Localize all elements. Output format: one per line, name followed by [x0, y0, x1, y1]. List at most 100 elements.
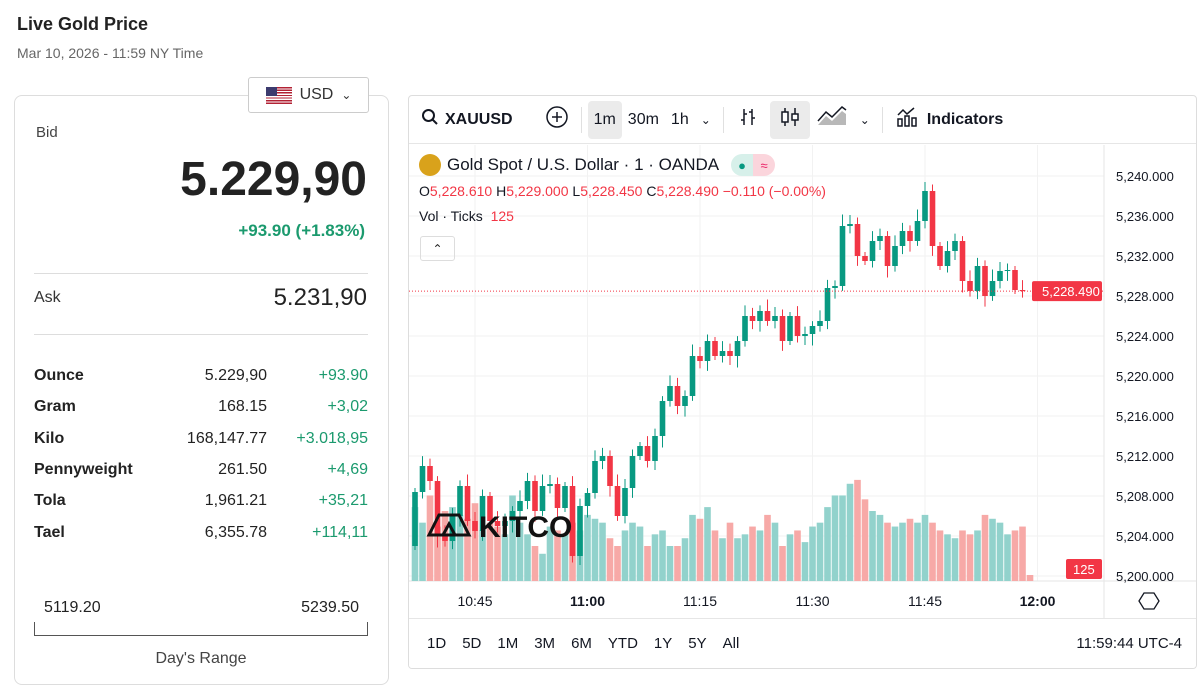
candles-icon	[776, 105, 804, 134]
volume-bar	[921, 514, 929, 581]
candle-body	[854, 224, 861, 256]
bar-chart-type-button[interactable]	[730, 101, 766, 139]
ask-price: 5.231,90	[273, 284, 367, 311]
price-chart[interactable]: KITCO 5,240.000 5,236.000 5,232.000 5,228.00…	[409, 145, 1197, 620]
unit-name: Kilo	[34, 429, 65, 447]
range-ytd[interactable]: YTD	[607, 635, 638, 652]
volume-bar	[501, 534, 509, 581]
symbol-search[interactable]: XAUUSD	[415, 101, 519, 139]
volume-bar	[786, 534, 794, 581]
volume-bar	[944, 534, 951, 581]
compare-button[interactable]	[539, 101, 575, 139]
volume-label: Vol · Ticks	[419, 208, 483, 224]
interval-dropdown[interactable]: ⌄	[695, 101, 717, 139]
interval-1m[interactable]: 1m	[587, 100, 622, 139]
candle-body	[719, 351, 726, 356]
volume-bar	[554, 530, 561, 581]
volume-bar	[1011, 530, 1019, 581]
unit-row-pennyweight: Pennyweight 261.50 +4,69	[34, 461, 368, 485]
ohlc-values: O5,228.610 H5,229.000 L5,228.450 C5,228.…	[419, 183, 826, 199]
candle-body	[862, 256, 868, 261]
plus-circle-icon	[545, 105, 569, 134]
range-high: 5239.50	[301, 599, 359, 616]
volume-bar	[584, 514, 591, 581]
range-1y[interactable]: 1Y	[653, 635, 673, 652]
volume-bar	[809, 526, 816, 581]
indicators-button[interactable]: Indicators	[889, 101, 1009, 139]
volume-bar	[726, 522, 734, 581]
volume-bar	[831, 495, 839, 581]
range-6m[interactable]: 6M	[571, 635, 592, 652]
unit-price: 168.15	[218, 398, 267, 416]
volume-bar	[494, 526, 501, 581]
range-1m[interactable]: 1M	[497, 635, 519, 652]
close-value: 5,228.490	[656, 183, 719, 199]
x-tick-label: 10:45	[457, 593, 492, 609]
bid-change: +93.90 (+1.83%)	[238, 221, 365, 240]
candle-body	[592, 461, 598, 493]
range-3m[interactable]: 3M	[534, 635, 556, 652]
candle-body	[674, 386, 681, 406]
close-label: C	[646, 183, 657, 199]
bars-icon	[736, 105, 760, 134]
volume-bar	[531, 546, 539, 581]
chart-type-dropdown[interactable]: ⌄	[854, 101, 876, 139]
settings-gear-icon[interactable]	[1138, 592, 1160, 610]
chart-widget: XAUUSD 1m 30m 1h ⌄ ⌄ Indicators KITCO 5,2…	[408, 95, 1197, 669]
market-status[interactable]: ● ≈	[731, 154, 776, 176]
unit-name: Gram	[34, 398, 76, 416]
unit-price: 5.229,90	[204, 367, 267, 384]
unit-row-kilo: Kilo 168,147.77 +3.018,95	[34, 430, 368, 454]
candle-body	[779, 316, 786, 341]
interval-1h[interactable]: 1h	[670, 110, 689, 128]
volume-bar	[591, 518, 599, 581]
candle-body	[734, 341, 741, 356]
candles-chart-type-button[interactable]	[769, 100, 810, 139]
area-chart-type-button[interactable]	[810, 101, 854, 139]
interval-30m[interactable]: 30m	[627, 110, 659, 128]
range-all[interactable]: All	[722, 635, 740, 652]
range-1d[interactable]: 1D	[427, 635, 447, 652]
collapse-legend-button[interactable]: ⌃	[420, 236, 455, 261]
y-tick-label: 5,204.000	[1116, 529, 1174, 544]
candle-body	[599, 456, 606, 461]
candle-body	[832, 286, 838, 288]
volume-bar	[959, 530, 966, 581]
indicators-icon	[895, 105, 919, 134]
candle-body	[772, 316, 778, 321]
candle-body	[539, 486, 546, 511]
candle-body	[517, 501, 523, 511]
unit-change: +3.018,95	[296, 429, 368, 447]
volume-bar	[689, 514, 696, 581]
y-tick-label: 5,200.000	[1116, 569, 1174, 584]
candle-body	[509, 511, 516, 521]
range-5d[interactable]: 5D	[462, 635, 482, 652]
volume-bar	[861, 499, 869, 581]
x-tick-label: 11:30	[796, 593, 830, 609]
chevron-up-icon: ⌃	[432, 241, 443, 256]
volume-bar	[854, 479, 861, 581]
y-tick-label: 5,228.000	[1116, 289, 1174, 304]
unit-row-ounce: Ounce 5.229,90 +93.90	[34, 367, 368, 391]
bid-label: Bid	[36, 124, 58, 141]
area-chart-icon	[816, 105, 848, 134]
candle-body	[494, 521, 501, 526]
candle-body	[442, 536, 448, 541]
unit-price: 168,147.77	[186, 429, 267, 447]
volume-bar	[1004, 534, 1011, 581]
candle-body	[817, 321, 823, 326]
volume-value: 125	[490, 208, 514, 224]
volume-bar	[779, 546, 786, 581]
currency-select[interactable]: USD ⌄	[248, 77, 369, 113]
volume-bar	[996, 522, 1004, 581]
candle-body	[1012, 270, 1018, 290]
range-5y[interactable]: 5Y	[688, 635, 707, 652]
divider	[34, 273, 368, 274]
volume-bar	[456, 514, 464, 581]
candle-body	[757, 311, 763, 321]
candle-body	[652, 436, 658, 461]
last-volume-badge	[1066, 559, 1102, 579]
unit-price: 261.50	[218, 460, 267, 478]
market-open-dot-icon: ●	[731, 154, 754, 176]
chart-clock[interactable]: 11:59:44 UTC-4	[1076, 635, 1182, 652]
